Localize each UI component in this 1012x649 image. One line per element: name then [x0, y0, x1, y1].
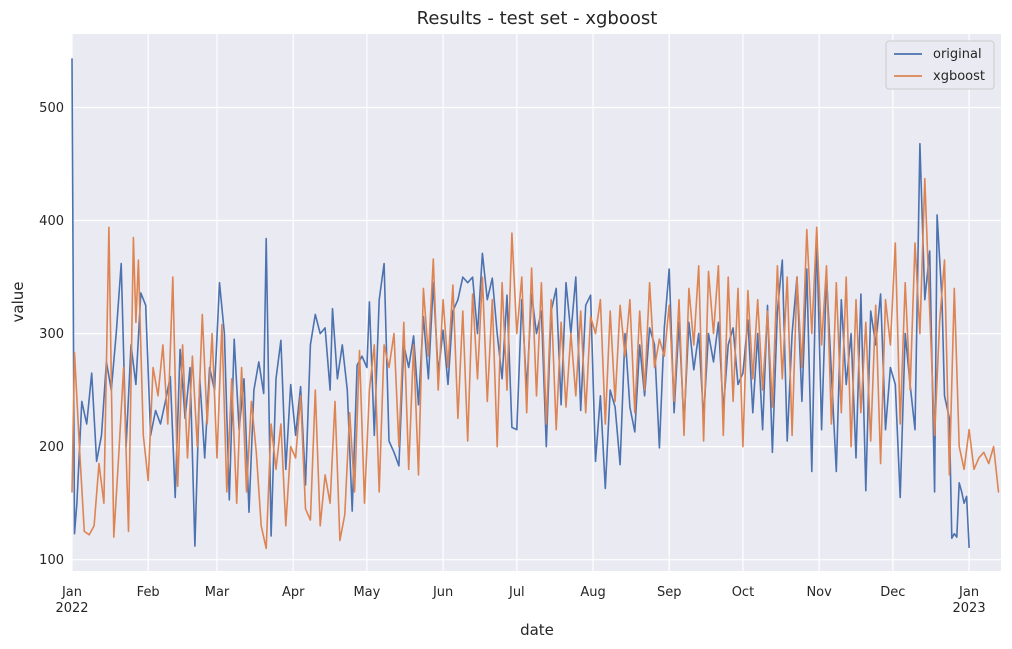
x-axis-label: date: [520, 621, 554, 639]
x-tick-label: Nov: [806, 585, 832, 600]
series-line-xgboost: [71, 177, 1000, 550]
x-tick-sublabel: 2023: [953, 601, 986, 616]
x-tick-label: Jun: [432, 585, 453, 600]
legend-label-original: original: [933, 47, 982, 62]
y-axis-label: value: [9, 282, 27, 323]
x-tick-label: Jul: [508, 585, 525, 600]
y-tick-label: 100: [39, 553, 64, 568]
x-tick-label: Dec: [880, 585, 905, 600]
y-tick-label: 400: [39, 214, 64, 229]
legend: original xgboost: [885, 40, 995, 90]
x-tick-label: Oct: [732, 585, 754, 600]
y-tick-label: 300: [39, 327, 64, 342]
x-tick-label: Feb: [137, 585, 160, 600]
x-tick-label: Jan: [958, 585, 979, 600]
series-layer: [71, 58, 1000, 550]
x-tick-label: Apr: [282, 585, 305, 600]
x-tick-label: Jan: [61, 585, 82, 600]
x-tick-label: May: [353, 585, 380, 600]
chart-title: Results - test set - xgboost: [417, 8, 658, 29]
x-tick-sublabel: 2022: [55, 601, 88, 616]
legend-box: [885, 40, 995, 90]
y-tick-label: 200: [39, 440, 64, 455]
x-tick-label: Aug: [580, 585, 605, 600]
legend-label-xgboost: xgboost: [933, 69, 985, 84]
y-tick-label: 500: [39, 101, 64, 116]
x-tick-label: Mar: [205, 585, 230, 600]
x-tick-label: Sep: [657, 585, 682, 600]
